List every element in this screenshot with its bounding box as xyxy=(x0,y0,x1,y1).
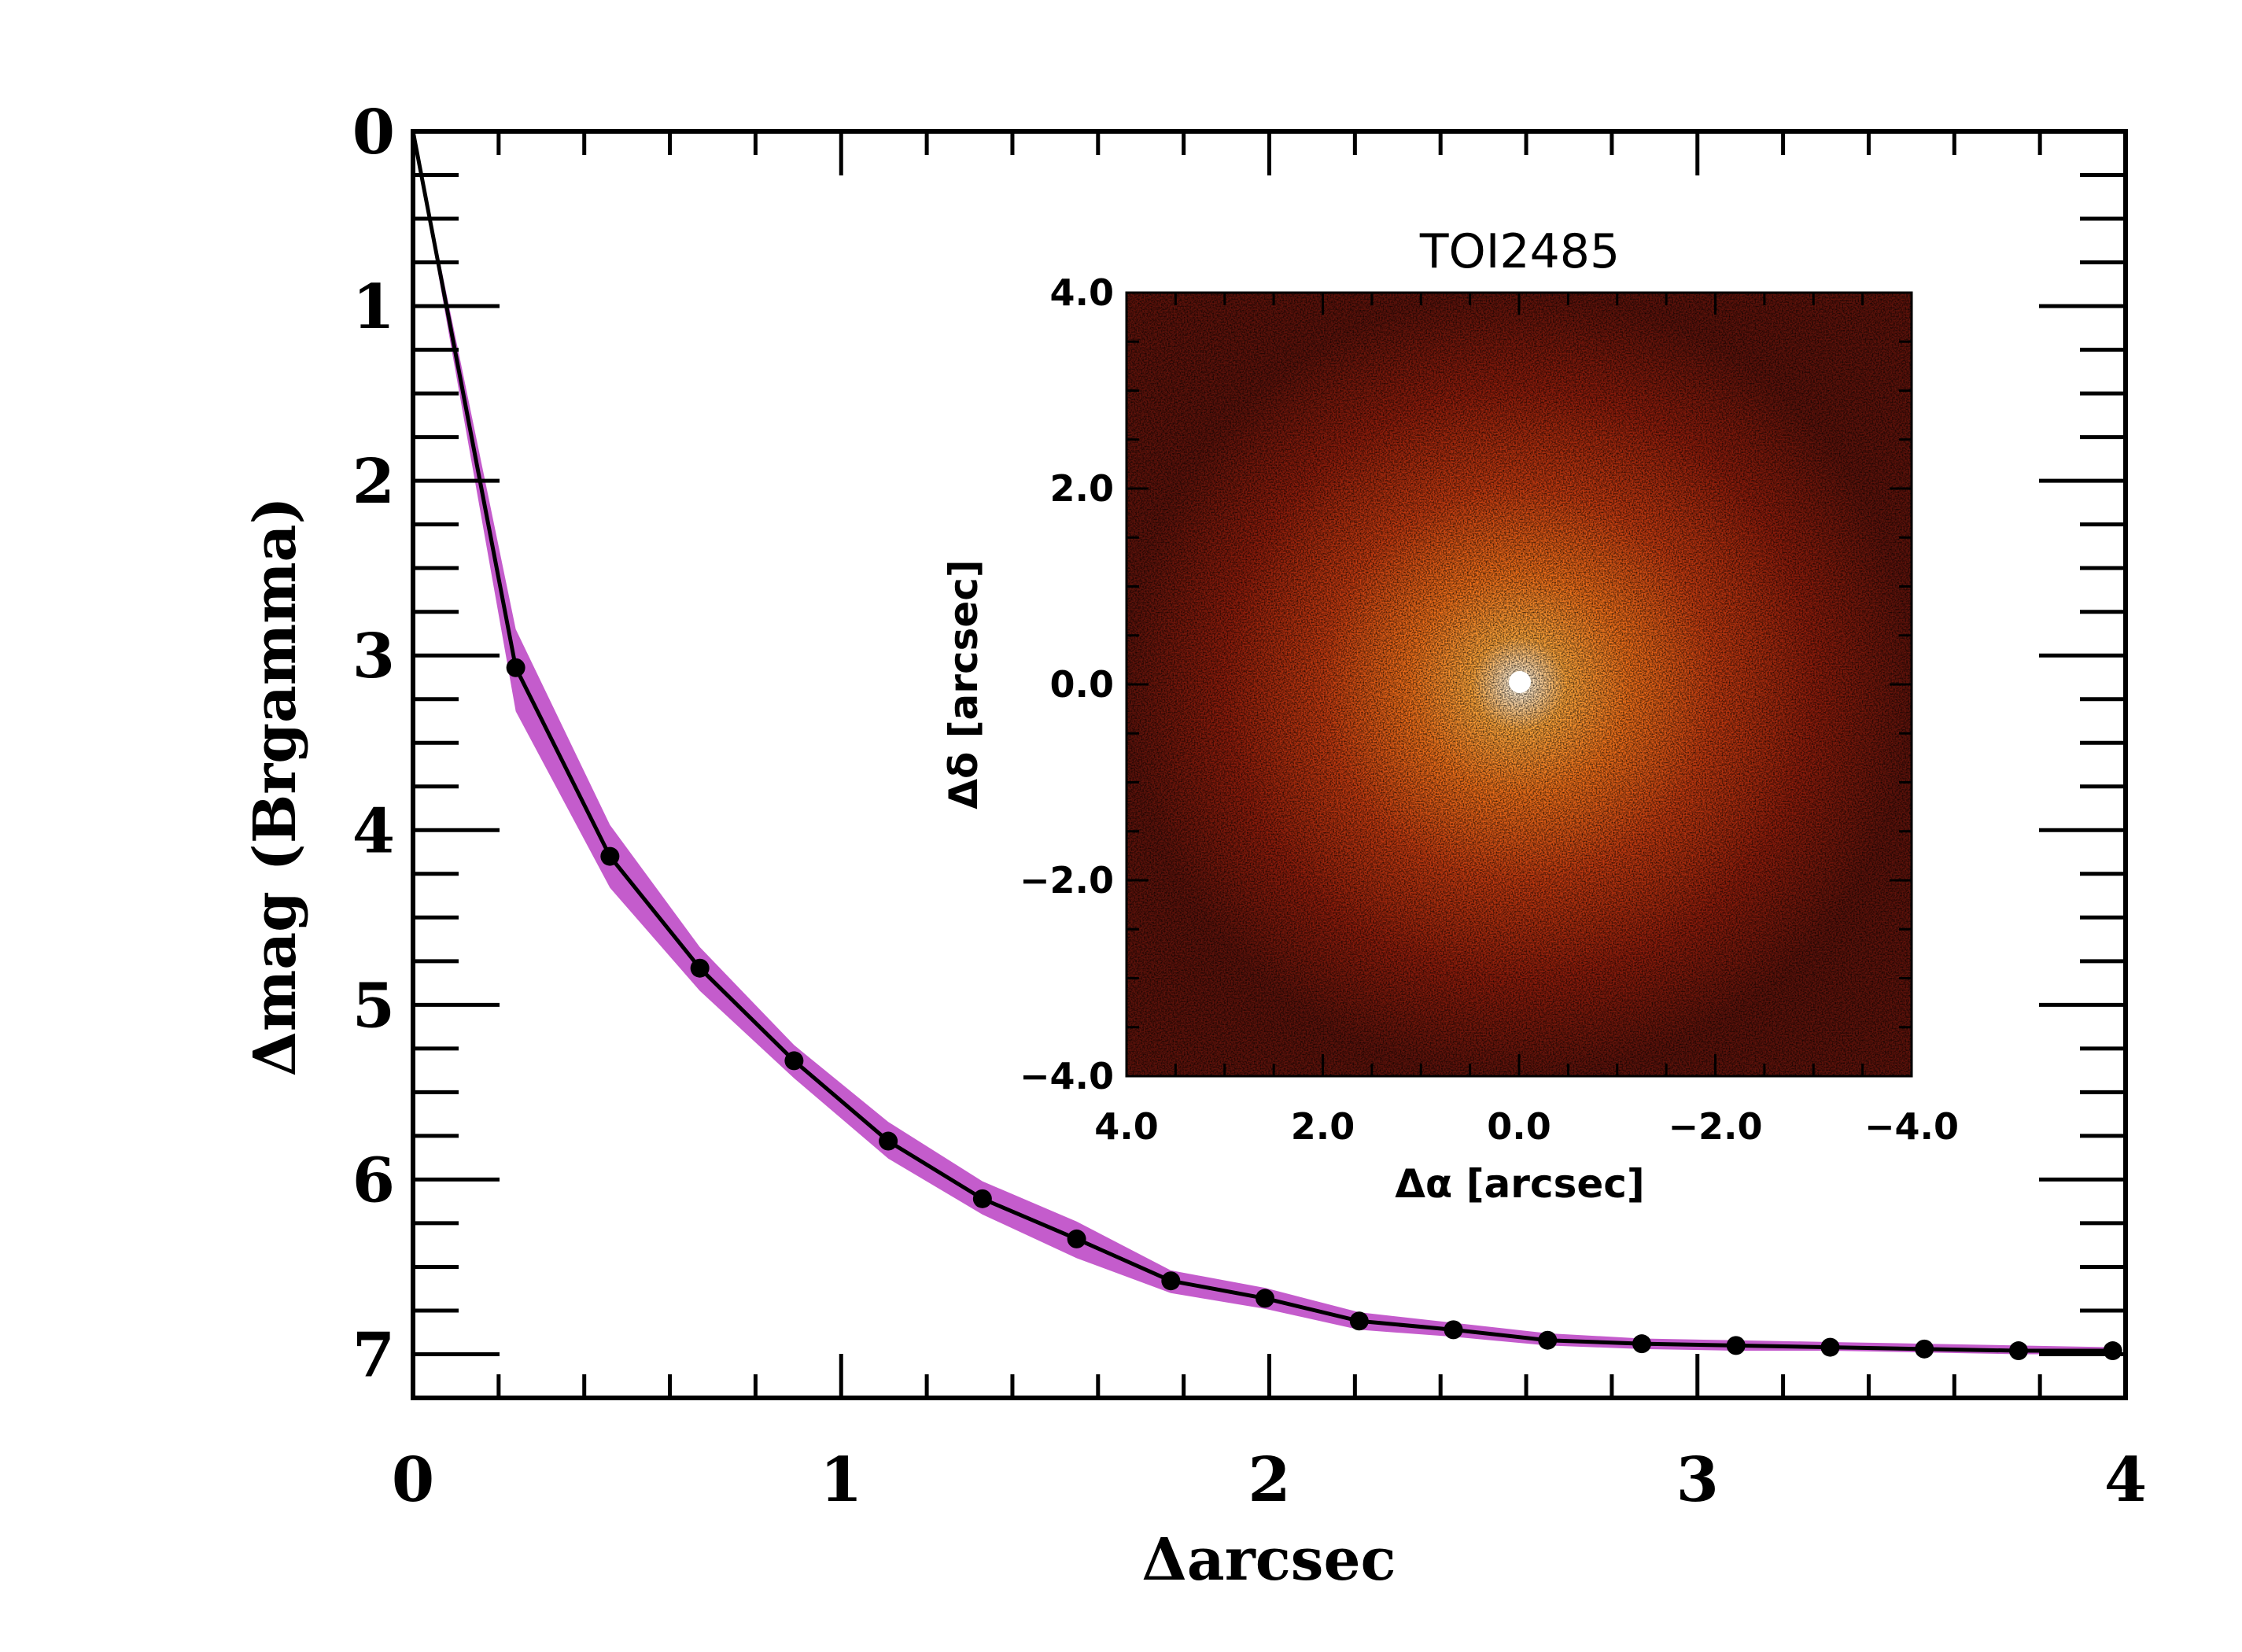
data-point xyxy=(1444,1320,1463,1340)
data-point xyxy=(784,1051,804,1071)
contrast-curve-points xyxy=(506,658,2122,1361)
inset-y-axis-title: Δδ [arcsec] xyxy=(941,559,986,809)
main-x-ticks xyxy=(411,131,2128,1398)
data-point xyxy=(1538,1330,1558,1350)
data-point xyxy=(690,958,710,978)
y-tick-label: 1 xyxy=(352,271,395,343)
inset-x-tick-labels: 4.0 2.0 0.0 −2.0 −4.0 xyxy=(1094,1105,1959,1148)
data-point xyxy=(972,1189,992,1208)
data-point xyxy=(1820,1337,1840,1357)
y-tick-label: 0 xyxy=(352,97,395,168)
main-x-axis-title: Δarcsec xyxy=(1141,1526,1396,1594)
inset-y-tick-label: 0.0 xyxy=(1050,663,1115,706)
x-tick-label: 0 xyxy=(392,1444,434,1516)
y-tick-label: 4 xyxy=(352,795,395,867)
x-tick-label: 3 xyxy=(1676,1444,1719,1516)
main-y-axis-title: Δmag (Brgamma) xyxy=(242,497,309,1077)
inset-x-axis-title: Δα [arcsec] xyxy=(1395,1161,1645,1207)
inset-x-tick-label: −4.0 xyxy=(1864,1105,1959,1148)
inset-x-tick-label: 0.0 xyxy=(1487,1105,1551,1148)
data-point xyxy=(2008,1341,2028,1361)
main-x-tick-labels: 0 1 2 3 4 xyxy=(392,1444,2147,1516)
x-tick-label: 1 xyxy=(820,1444,862,1516)
data-point xyxy=(1256,1289,1275,1308)
data-point xyxy=(879,1131,898,1151)
data-point xyxy=(506,658,525,677)
main-plot: 0 1 2 3 4 0 1 2 3 4 5 6 7 Δarcsec Δmag (Brgamma) xyxy=(242,97,2147,1594)
inset-x-tick-label: 4.0 xyxy=(1094,1105,1159,1148)
main-y-ticks xyxy=(413,129,2126,1400)
y-tick-label: 2 xyxy=(352,446,395,518)
y-tick-label: 6 xyxy=(352,1145,395,1216)
main-y-tick-labels: 0 1 2 3 4 5 6 7 xyxy=(352,97,395,1391)
data-point xyxy=(1349,1311,1369,1331)
x-tick-label: 4 xyxy=(2104,1444,2147,1516)
data-point xyxy=(1726,1336,1746,1355)
data-point xyxy=(600,846,620,866)
data-point xyxy=(1161,1271,1181,1291)
inset-y-tick-label: −4.0 xyxy=(1020,1055,1114,1097)
inset-y-tick-labels: 4.0 2.0 0.0 −2.0 −4.0 xyxy=(1020,271,1114,1097)
data-point xyxy=(1632,1334,1651,1354)
x-tick-label: 2 xyxy=(1248,1444,1290,1516)
y-tick-label: 3 xyxy=(352,621,395,692)
y-tick-label: 7 xyxy=(352,1319,395,1391)
y-tick-label: 5 xyxy=(352,970,395,1042)
inset-y-tick-label: −2.0 xyxy=(1020,859,1114,902)
inset-y-tick-label: 2.0 xyxy=(1050,467,1115,510)
inset-title: TOI2485 xyxy=(1419,224,1620,279)
inset-y-tick-label: 4.0 xyxy=(1050,271,1115,314)
data-point xyxy=(1067,1229,1086,1248)
data-point xyxy=(1915,1339,1934,1359)
data-point xyxy=(2103,1341,2122,1361)
inset-x-tick-label: 2.0 xyxy=(1291,1105,1355,1148)
inset-image-plot: 4.0 2.0 0.0 −2.0 −4.0 4.0 2.0 0.0 −2.0 −4.0 TOI2… xyxy=(941,224,1959,1207)
inset-x-tick-label: −2.0 xyxy=(1668,1105,1762,1148)
inset-ticks xyxy=(1125,291,1913,1078)
inset-star-core xyxy=(1509,671,1531,693)
